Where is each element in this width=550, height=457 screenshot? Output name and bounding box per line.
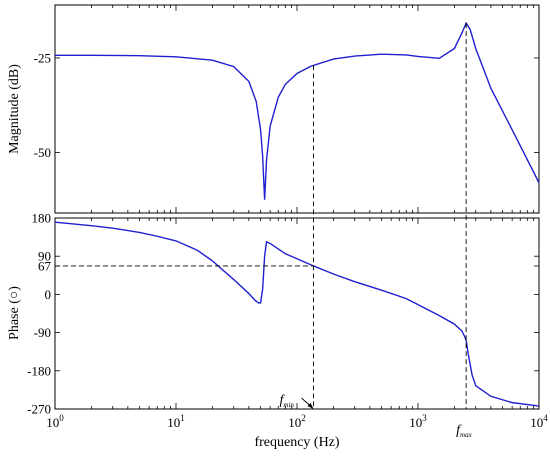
phase-y-tick-label: -180 [27,363,51,378]
f-min-label: fmin [280,393,295,409]
x-axis-label: frequency (Hz) [254,435,339,450]
f-max-label: fmax [456,423,472,439]
magnitude-panel: -25 -50 Magnitude (dB) [7,4,540,214]
phase-y-tick-label: -90 [34,325,51,340]
magnitude-y-axis-label: Magnitude (dB) [7,64,22,154]
f-min-arrowhead [307,403,314,409]
magnitude-ticks: -25 -50 [34,5,539,213]
guide-lines [55,23,467,409]
x-tick-label: 103 [409,413,427,430]
phase-y-tick-label: 67 [38,258,52,273]
magnitude-curve [55,21,540,200]
phase-y-tick-label: 90 [38,249,51,264]
frequency-markers: fmin fmax [280,393,473,439]
x-tick-label: 100 [46,413,64,430]
magnitude-y-tick-label: -50 [34,145,51,160]
phase-y-tick-label: -270 [27,402,51,417]
phase-y-tick-label: 180 [32,211,52,226]
phase-curve [54,221,540,407]
x-tick-label: 101 [167,413,185,430]
phase-y-axis-label: Phase (○) [7,286,22,340]
magnitude-frame [54,4,540,214]
phase-y-tick-label: 0 [45,287,52,302]
x-tick-label: 104 [530,413,548,430]
x-axis-ticks: 100 101 102 103 104 [46,413,548,430]
magnitude-y-tick-label: -25 [34,50,51,65]
x-tick-label: 102 [288,413,306,430]
